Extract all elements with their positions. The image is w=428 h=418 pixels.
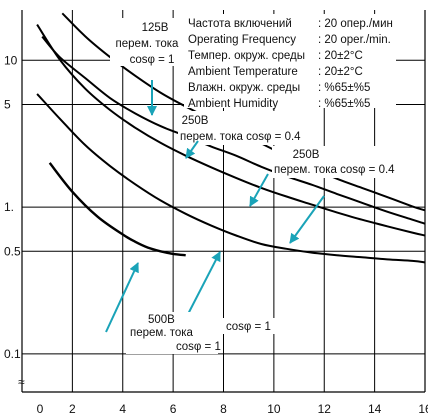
annotation-250v-b-line2: перем. тока cosφ = 0.4 (274, 164, 395, 176)
y-tick-label-0.1: 0.1 (4, 347, 21, 361)
annotation-500v: 500В перем. тока cosφ = 1 (105, 262, 221, 354)
annotation-500v-line2: перем. тока (130, 327, 194, 339)
y-tick-labels: 0.1 0.5 1. 5 10 (4, 53, 21, 361)
annotation-250v-a-line1: 250В (182, 115, 209, 127)
x-tick-label-4: 4 (119, 402, 126, 416)
annotation-500v-bg (126, 312, 218, 354)
x-tick-label-0: 0 (37, 402, 44, 416)
annotation-250v-b-arrow-2 (289, 195, 325, 244)
annotation-125v-line2: перем. тока (116, 38, 180, 50)
condition-value-1: : 20 опер./мин (318, 18, 393, 30)
conditions-block: Частота включений : 20 опер./мин Operati… (184, 14, 396, 110)
condition-value-4: : 20±2°C (318, 66, 363, 78)
annotation-250v-a-line2: перем. тока cosφ = 0.4 (180, 131, 301, 143)
condition-value-2: : 20 oper./min. (318, 34, 391, 46)
annotation-cos1: cosφ = 1 (185, 251, 280, 334)
condition-label-5: Влажн. окруж. среды (188, 82, 300, 94)
y-tick-label-10: 10 (4, 53, 18, 67)
annotation-125v-bg (110, 18, 184, 66)
x-tick-label-10: 10 (267, 402, 281, 416)
annotation-cos1-arrow (185, 251, 221, 319)
x-tick-label-16: 16 (418, 402, 428, 416)
y-tick-label-1.: 1. (4, 200, 14, 214)
curve-s250_04a (41, 35, 426, 225)
annotation-500v-arrow (105, 262, 139, 333)
annotation-250v-b-line1: 250В (293, 149, 320, 161)
condition-label-4: Ambient Temperature (188, 66, 298, 78)
condition-value-3: : 20±2°C (318, 50, 363, 62)
annotation-125v-line1: 125В (142, 22, 169, 34)
annotation-250v-a-bg (178, 111, 302, 145)
condition-value-5: : %65±%5 (318, 82, 370, 94)
annotation-cos1-text: cosφ = 1 (226, 321, 271, 333)
x-tick-label-2: 2 (69, 402, 76, 416)
axis-break-symbol: ≈ (18, 375, 25, 389)
x-tick-label-14: 14 (368, 402, 382, 416)
curve-s500_1 (48, 162, 186, 257)
x-tick-label-6: 6 (170, 402, 177, 416)
annotation-500v-line3: cosφ = 1 (176, 341, 221, 353)
annotation-125v-line3: cosφ = 1 (130, 54, 175, 66)
annotation-500v-line1: 500В (148, 314, 175, 326)
curve-s250_04b (36, 24, 426, 237)
condition-label-1: Частота включений (188, 18, 292, 30)
condition-label-6: Ambient Humidity (188, 98, 278, 110)
x-tick-label-8: 8 (220, 402, 227, 416)
x-tick-label-12: 12 (318, 402, 332, 416)
condition-value-6: : %65±%5 (318, 98, 370, 110)
annotation-250v-b: 250В перем. тока cosφ = 0.4 (249, 146, 414, 244)
annotation-125v: 125В перем. тока cosφ = 1 (110, 18, 184, 116)
annotation-250v-a-arrow (185, 140, 199, 159)
annotation-cos1-bg (222, 318, 280, 334)
y-tick-label-5: 5 (4, 97, 11, 111)
condition-label-3: Темпер. окруж. среды (188, 50, 305, 62)
annotation-250v-a: 250В перем. тока cosφ = 0.4 (178, 111, 302, 159)
curve-s250_1 (36, 93, 426, 264)
x-tick-labels: 0 2 4 6 8 10 12 14 16 (37, 402, 428, 416)
y-tick-label-0.5: 0.5 (4, 244, 21, 258)
annotation-250v-b-bg (272, 146, 414, 178)
condition-label-2: Operating Frequency (188, 34, 296, 46)
conditions-background (184, 14, 396, 108)
annotation-250v-b-arrow-1 (249, 173, 269, 207)
